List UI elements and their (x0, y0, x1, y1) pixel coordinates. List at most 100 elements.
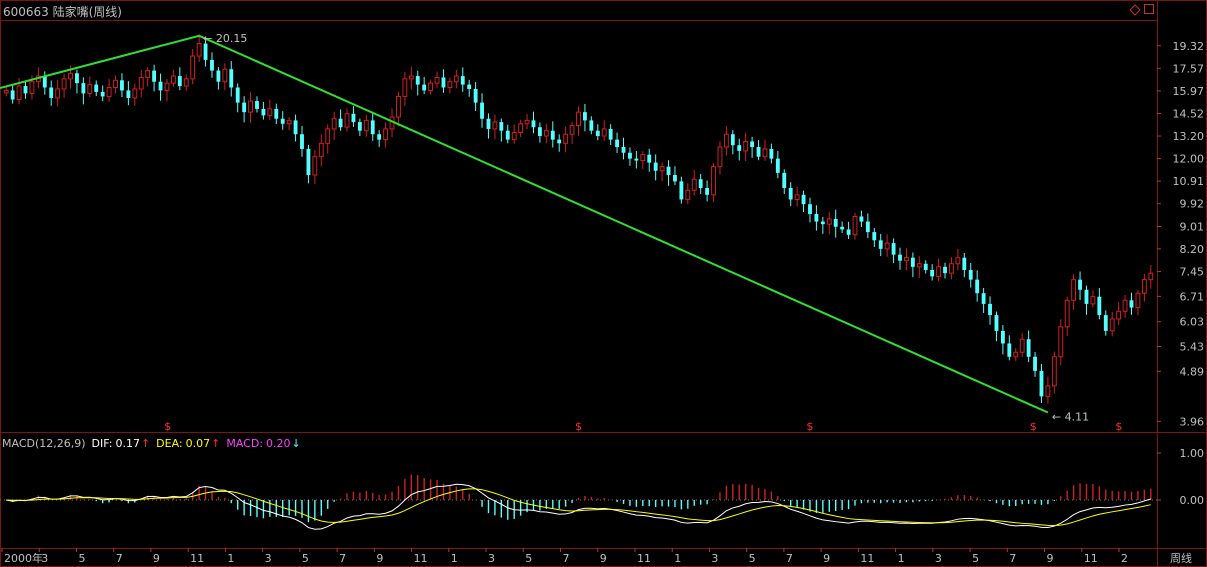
candle-body (891, 243, 896, 255)
time-tick-label: 9 (600, 552, 607, 565)
candle-body (408, 75, 414, 80)
candle-body (884, 242, 890, 250)
candle-body (306, 148, 311, 175)
candle-body (1039, 370, 1044, 397)
candle-body (441, 77, 446, 88)
candle-body (422, 84, 427, 91)
candle-body (120, 80, 124, 91)
candle-body (910, 257, 915, 267)
price-tick-label: 9.01 (1180, 221, 1205, 234)
candle-body (158, 81, 163, 91)
candle-body (788, 188, 793, 200)
time-tick-label: 5 (972, 552, 979, 565)
time-tick-label: 9 (376, 552, 383, 565)
candle-body (248, 100, 253, 113)
candle-body (203, 43, 208, 60)
dif-label: DIF: (91, 437, 113, 450)
candle-body (717, 146, 723, 168)
dif-value: 0.17 (115, 437, 140, 450)
macd-label: MACD: (226, 437, 264, 450)
time-tick-label: 2000年 (4, 551, 43, 565)
candle-body (55, 88, 61, 99)
candle-body (1090, 296, 1096, 305)
candle-body (981, 293, 986, 304)
price-annotations: ← 20.15 ← 4.11 $ $ $ $ $ (164, 32, 1122, 433)
candle-body (898, 254, 902, 261)
price-tick-label: 7.45 (1180, 266, 1205, 279)
macd-tick-label: 1.00 (1180, 447, 1205, 460)
restore-icon[interactable] (1144, 4, 1154, 14)
candle-body (511, 131, 517, 141)
price-axis: 19.32 17.57 15.97 14.52 13.20 12.00 10.91 9.92 9… (1157, 40, 1205, 428)
candle-body (994, 315, 999, 331)
dividend-marker: $ (164, 420, 171, 433)
candle-body (723, 133, 729, 148)
candle-body (1122, 299, 1128, 312)
candle-body (762, 148, 768, 158)
candle-body (331, 118, 337, 130)
candle-body (100, 91, 105, 97)
price-tick-label: 10.91 (1173, 175, 1205, 188)
candle-body (255, 101, 259, 109)
candle-body (318, 142, 324, 158)
dea-value: 0.07 (185, 437, 211, 450)
candle-body (524, 119, 530, 125)
candle-body (1135, 292, 1141, 309)
candle-body (61, 78, 67, 90)
candle-body (865, 221, 870, 233)
dea-arrow-icon: ↑ (211, 437, 221, 450)
candle-body (576, 111, 581, 126)
high-price-label: ← 20.15 (203, 32, 247, 45)
candle-body (164, 82, 170, 91)
time-tick-label: 1 (451, 552, 458, 565)
time-tick-label: 11 (860, 552, 874, 565)
candle-body (589, 120, 594, 131)
price-tick-label: 12.00 (1173, 153, 1205, 166)
candle-body (679, 181, 684, 200)
period-label: 周线 (1170, 551, 1192, 565)
time-tick-label: 3 (711, 552, 718, 565)
candle-body (68, 72, 73, 80)
candle-body (563, 133, 569, 144)
time-tick-label: 3 (41, 552, 48, 565)
macd-name: MACD(12,26,9) (2, 437, 86, 450)
candle-body (145, 70, 151, 78)
low-price-label: ← 4.11 (1052, 411, 1089, 424)
candle-body (370, 120, 375, 135)
candle-body (968, 269, 973, 280)
price-tick-label: 19.32 (1173, 40, 1205, 53)
candle-body (949, 263, 954, 274)
candle-body (1141, 279, 1147, 294)
price-tick-label: 14.52 (1173, 107, 1205, 120)
candle-body (698, 179, 703, 189)
candle-body (415, 76, 420, 85)
candle-body (1064, 299, 1070, 328)
candle-body (10, 90, 15, 100)
candle-body (274, 108, 279, 119)
time-tick-label: 11 (637, 552, 651, 565)
candle-body (852, 215, 858, 236)
candle-body (814, 213, 819, 222)
candle-body (138, 76, 144, 90)
candle-body (1007, 343, 1012, 357)
candle-body (293, 120, 298, 135)
candle-body (1148, 272, 1154, 281)
candle-body (595, 130, 600, 137)
candle-body (872, 232, 877, 241)
candle-body (152, 70, 157, 82)
candle-body (1129, 300, 1134, 308)
candle-body (480, 102, 484, 119)
candle-body (428, 82, 434, 91)
candle-body (396, 95, 401, 118)
candle-body (930, 269, 935, 277)
price-tick-label: 9.92 (1180, 198, 1205, 211)
time-tick-label: 3 (935, 552, 942, 565)
candle-body (473, 88, 478, 103)
candle-body (634, 158, 639, 161)
candle-body (943, 266, 947, 274)
candle-body (653, 162, 658, 171)
candle-body (222, 68, 228, 83)
macd-arrow-icon: ↓ (291, 437, 301, 450)
